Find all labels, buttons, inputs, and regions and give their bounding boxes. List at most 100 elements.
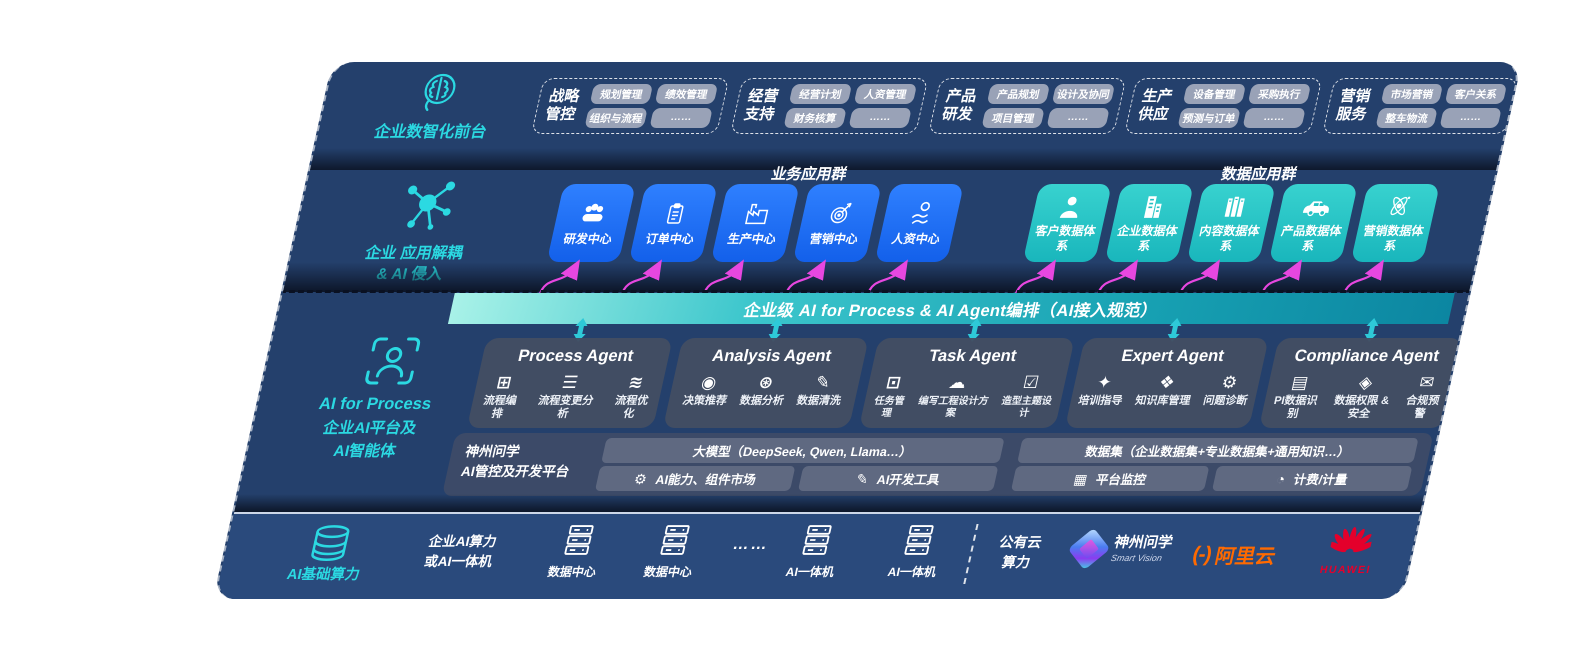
- platform-monitor-icon: ▦: [1072, 470, 1090, 487]
- capability-label: 问题诊断: [1202, 395, 1249, 407]
- ai-capability-icon: ⚙: [632, 470, 649, 487]
- chip: 人资管理: [853, 84, 918, 104]
- group-title: 营销服务: [1334, 88, 1373, 123]
- data-analysis-icon: ⊛: [756, 373, 776, 392]
- capability-label: 决策推荐: [681, 395, 729, 407]
- capability-label: 培训指导: [1077, 395, 1124, 407]
- factory-icon: [740, 200, 774, 228]
- chip: 设计及协同: [1051, 84, 1116, 104]
- chip: 项目管理: [981, 108, 1045, 128]
- capability-label: 流程变更分析: [536, 395, 595, 420]
- data-cleaning-icon: ✎: [813, 373, 833, 392]
- ai-appliance-node: AI一体机: [870, 522, 963, 580]
- chip: 整车物流: [1375, 108, 1438, 128]
- double-arrow-icon: [573, 318, 588, 342]
- server-icon: [631, 522, 719, 558]
- strategy-control-group: 战略管控 规划管理 绩效管理 组织与流程 ……: [531, 78, 730, 134]
- app-box-label: 产品数据体系: [1279, 224, 1344, 253]
- problem-diagnosis-icon: ⚙: [1219, 373, 1240, 392]
- billing-icon: ◔: [1274, 470, 1287, 487]
- capability-item: ✎ 数据清洗: [795, 373, 847, 408]
- infrastructure-band: AI基础算力 企业AI算力 或AI一体机 数据中心 数据中心: [214, 512, 1421, 599]
- szwx-logo-name: 神州问学: [1112, 535, 1175, 552]
- ai-scan-icon: [360, 334, 426, 388]
- node-label: 数据中心: [642, 565, 694, 579]
- ai-orchestration-bar: 企业级 AI for Process & AI Agent编排（AI接入规范）: [447, 293, 1455, 324]
- capability-label: 数据权限 & 安全: [1332, 395, 1391, 420]
- molecule-icon: [391, 174, 464, 234]
- billing-bar: ◔ 计费/计量: [1211, 466, 1413, 491]
- ai-platform-layer-label: AI for Process 企业AI平台及 AI智能体: [317, 395, 434, 460]
- capability-item: ⊡ 任务管理: [867, 373, 915, 419]
- person-icon: [1055, 192, 1087, 220]
- compliance-agent-card: Compliance Agent ▤ PI数据识别 ◈ 数据权限 & 安全 ✉ …: [1258, 338, 1463, 428]
- operation-support-group: 经营支持 经营计划 人资管理 财务核算 ……: [730, 78, 929, 134]
- flow-orchestration-icon: ⊞: [494, 373, 514, 392]
- person-motion-icon: [904, 200, 938, 228]
- brain-head-icon: [407, 68, 471, 120]
- database-icon: [301, 523, 357, 570]
- group-title: 产品研发: [940, 88, 979, 123]
- double-arrow-icon: [768, 318, 783, 342]
- chip: ……: [649, 108, 713, 128]
- server-icon: [535, 522, 623, 558]
- task-management-icon: ⊡: [884, 373, 903, 392]
- capability-item: ✦ 培训指导: [1077, 373, 1129, 408]
- expert-agent-card: Expert Agent ✦ 培训指导 ❖ 知识库管理 ⚙ 问题诊断: [1064, 338, 1269, 428]
- app-box-label: 营销中心: [808, 231, 860, 246]
- szwx-diamond-icon: [1067, 527, 1111, 571]
- agent-title: Process Agent: [516, 347, 636, 365]
- platform-label: 神州问学 AI管控及开发平台: [459, 444, 571, 479]
- capability-item: ⊛ 数据分析: [738, 373, 790, 408]
- app-box-label: 企业数据体系: [1115, 224, 1180, 253]
- agent-title: Analysis Agent: [710, 347, 834, 365]
- chip: 客户关系: [1444, 84, 1508, 104]
- infra-layer-label: AI基础算力: [285, 567, 362, 583]
- server-icon: [773, 522, 861, 558]
- huawei-flower-icon: [1327, 527, 1376, 553]
- capability-label: PI数据识别: [1272, 395, 1319, 420]
- capability-item: ⊞ 流程编排: [475, 373, 528, 420]
- double-arrow-icon: [967, 318, 982, 342]
- flow-optimization-icon: ≋: [626, 373, 646, 392]
- customer-data-box: 客户数据体系: [1022, 184, 1112, 262]
- capability-item: ☁ 编写工程设计方案: [912, 373, 997, 419]
- enterprise-data-box: 企业数据体系: [1104, 184, 1194, 262]
- node-label: AI一体机: [886, 565, 938, 579]
- capability-item: ❖ 知识库管理: [1134, 373, 1197, 408]
- capability-item: ⚙ 问题诊断: [1202, 373, 1254, 408]
- chip: 产品规划: [986, 84, 1051, 104]
- capability-label: 任务管理: [873, 396, 906, 419]
- chip: 组织与流程: [584, 108, 648, 128]
- rd-center-box: 研发中心: [546, 184, 636, 262]
- target-icon: [823, 200, 856, 228]
- capability-item: ☑ 造型主题设计: [995, 373, 1061, 419]
- capability-item: ≋ 流程优化: [606, 373, 659, 420]
- chip: 财务核算: [783, 108, 847, 128]
- capability-item: ◉ 决策推荐: [681, 373, 733, 408]
- product-rd-group: 产品研发 产品规划 设计及协同 项目管理 ……: [928, 78, 1127, 134]
- ai-appliance-node: AI一体机: [768, 522, 861, 580]
- front-layer-label: 企业数智化前台: [372, 124, 489, 141]
- capability-label: 合规预警: [1404, 395, 1441, 420]
- app-box-label: 研发中心: [562, 231, 614, 246]
- ai-capability-market-bar: ⚙ AI能力、组件市场: [594, 466, 796, 491]
- decision-recommend-icon: ◉: [699, 373, 719, 392]
- vertical-dashed-divider: [963, 524, 979, 584]
- agent-title: Compliance Agent: [1292, 347, 1441, 365]
- platform-monitor-bar: ▦ 平台监控: [1010, 466, 1210, 491]
- production-supply-group: 生产供应 设备管理 采购执行 预测与订单 ……: [1124, 78, 1323, 134]
- marketing-service-group: 营销服务 市场营销 客户关系 整车物流 ……: [1322, 78, 1519, 134]
- architecture-diagram: 企业数智化前台 战略管控 规划管理 绩效管理 组织与流程 …… 经营支持 经营计…: [212, 62, 1523, 599]
- agent-title: Expert Agent: [1119, 347, 1226, 365]
- process-agent-card: Process Agent ⊞ 流程编排 ☰ 流程变更分析 ≋ 流程优化: [466, 338, 673, 428]
- data-app-group-title: 数据应用群: [1219, 166, 1299, 183]
- app-box-label: 人资中心: [890, 231, 942, 246]
- chip: 经营计划: [788, 84, 853, 104]
- aliyun-logo: (-) 阿里云: [1190, 540, 1279, 569]
- capability-label: 流程编排: [482, 395, 518, 420]
- group-title: 经营支持: [742, 88, 781, 123]
- hr-center-box: 人资中心: [874, 184, 964, 262]
- marketing-center-box: 营销中心: [792, 184, 882, 262]
- knowledge-base-icon: ❖: [1157, 373, 1177, 392]
